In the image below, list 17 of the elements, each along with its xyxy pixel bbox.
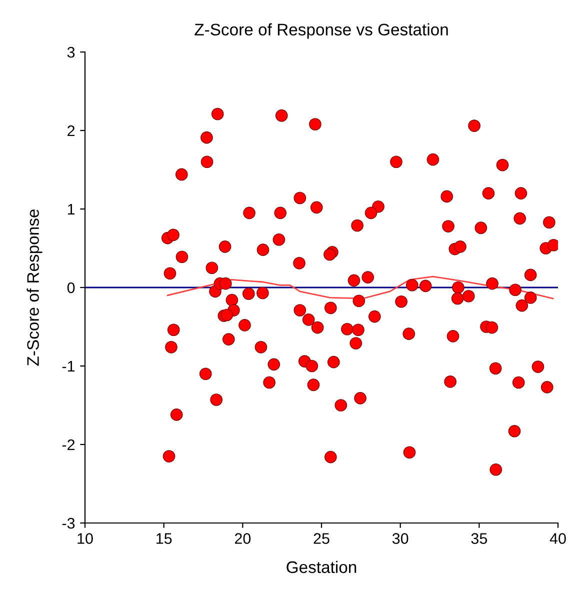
x-tick-label: 40: [550, 533, 566, 544]
y-tick-label: 2: [68, 125, 75, 136]
y-tick-label: 3: [67, 46, 75, 58]
x-tick-label: 25: [314, 533, 330, 544]
x-tick-label: 15: [156, 533, 172, 544]
x-tick-label: 20: [234, 533, 251, 544]
y-tick-label: -3: [62, 518, 75, 529]
y-axis-title: Z-Score of Response: [26, 209, 42, 366]
x-tick-label: 30: [392, 533, 408, 544]
y-tick-label: 1: [68, 204, 75, 215]
x-tick-label: 10: [78, 533, 93, 544]
chart-title: Z-Score of Response vs Gestation: [194, 23, 448, 39]
x-tick-label: 35: [471, 533, 488, 544]
x-axis-title: Gestation: [286, 560, 356, 574]
y-tick-label: 0: [67, 282, 75, 294]
y-tick-label: -2: [62, 439, 75, 450]
y-tick-label: -1: [62, 361, 75, 372]
